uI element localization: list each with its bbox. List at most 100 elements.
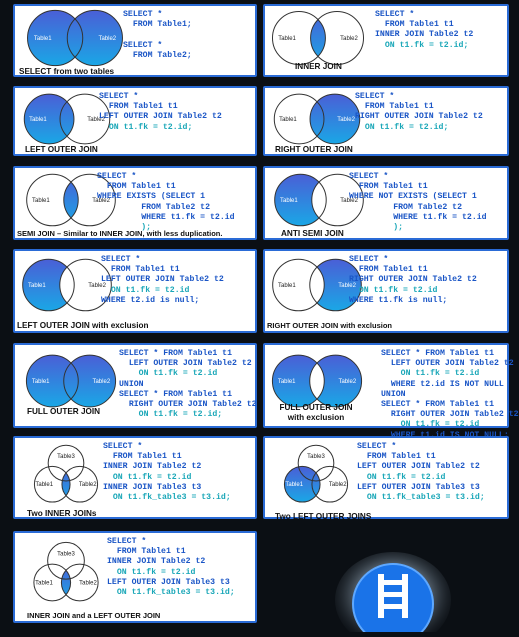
join-card-full-outer-join-exclusion: Table1 Table2 SELECT * FROM Table1 t1 LEFT… <box>263 343 519 440</box>
sql-code: SELECT * FROM Table1 t1 RIGHT OUTER JOIN … <box>355 92 483 133</box>
table2-circle <box>59 93 111 145</box>
venn-diagram: Table1 Table2 <box>23 93 111 145</box>
table3-circle <box>47 444 85 482</box>
sql-line: SELECT * <box>107 537 147 546</box>
join-title: FULL OUTER JOIN <box>27 407 101 416</box>
sql-line: SELECT * <box>355 92 395 101</box>
table2-circle <box>311 465 349 503</box>
venn-container: Table1 Table2 Table3 <box>273 442 359 513</box>
left-set-region <box>274 174 327 226</box>
sql-line: LEFT OUTER JOIN Table3 t3 <box>107 577 230 587</box>
table2-circle <box>66 9 123 67</box>
table2-circle <box>309 258 362 312</box>
sql-line: SELECT * <box>349 172 389 181</box>
sql-line: FROM Table1 t1 <box>97 182 176 192</box>
table1-circle <box>271 11 326 65</box>
sql-line: ON t1.fk = t2.id <box>101 285 190 295</box>
sql-line: SELECT * <box>97 172 137 181</box>
join-title: INNER JOIN <box>295 62 342 71</box>
join-card-semi-join: Table1 Table2 SELECT * FROM Table1 t1 WHERE… <box>13 166 257 240</box>
left-set-region <box>27 10 83 66</box>
venn-diagram: Table1 Table2 Table3 <box>283 444 349 503</box>
left-set-region <box>24 94 74 144</box>
table2-circle <box>61 465 99 503</box>
join-title: RIGHT OUTER JOIN <box>275 145 353 154</box>
join-title: INNER JOIN and a LEFT OUTER JOIN <box>27 611 161 620</box>
join-card-full-outer-join: Table1 Table2 SELECT * FROM Table1 t1 LEFT… <box>13 343 257 428</box>
sql-code: SELECT * FROM Table1 t1 WHERE EXISTS (SEL… <box>97 172 235 233</box>
venn-diagram: Table1 Table2 <box>27 9 123 67</box>
table2-label: Table2 <box>337 117 355 123</box>
table1-circle <box>33 465 71 503</box>
sql-line: LEFT OUTER JOIN Table3 t3 <box>357 482 480 492</box>
table1-circle <box>272 258 325 312</box>
sql-line: UNION <box>119 379 144 389</box>
venn-diagram: Table1 Table2 <box>271 354 363 408</box>
venn-container: Table1 Table2 <box>269 92 365 151</box>
table2-circle <box>59 258 112 312</box>
table1-circle <box>33 563 72 602</box>
sql-line: ON t1.fk_table3 = t3.id; <box>103 493 231 503</box>
table2-label: Table2 <box>338 283 356 289</box>
sql-line: SELECT * FROM Table1 t1 <box>119 389 233 399</box>
sql-code: SELECT * FROM Table1 t1 LEFT OUTER JOIN … <box>381 349 519 441</box>
table1-label: Table1 <box>285 482 303 488</box>
sql-line: FROM Table2; <box>123 50 192 60</box>
sql-line: FROM Table2 t2 <box>349 202 463 212</box>
table2-circle <box>63 354 117 408</box>
sql-line: ON t1.fk_table3 = t3.id; <box>107 588 235 598</box>
sql-line: FROM Table2 t2 <box>97 202 211 212</box>
sql-line: UNION <box>381 389 406 399</box>
sql-line: SELECT * <box>123 40 163 50</box>
sql-line: LEFT OUTER JOIN Table2 t2 <box>381 359 514 369</box>
sql-code: SELECT * FROM Table1; SELECT * FROM Tabl… <box>123 10 192 61</box>
sql-line: ON t1.fk = t2.id <box>107 567 196 577</box>
table2-circle <box>63 173 116 227</box>
sql-line: LEFT OUTER JOIN Table2 t2 <box>119 359 252 369</box>
sql-line: SELECT * <box>123 10 163 19</box>
sql-line: FROM Table1 t1 <box>349 182 428 192</box>
venn-container: Table1 Table2 Table3 <box>23 442 109 513</box>
sql-line: FROM Table1 t1 <box>375 20 454 30</box>
venn-container: Table1 Table2 <box>19 92 115 151</box>
venn-diagram: Table1 Table2 <box>25 354 117 408</box>
table1-circle <box>23 93 75 145</box>
table2-label: Table2 <box>88 283 106 289</box>
table2-label: Table2 <box>87 117 105 123</box>
sql-line: WHERE EXISTS (SELECT 1 <box>97 192 206 202</box>
join-title: LEFT OUTER JOIN <box>25 145 98 154</box>
table2-label: Table2 <box>79 482 97 488</box>
sql-line: WHERE t1.fk = t2.id <box>349 212 487 222</box>
sql-line: FROM Table1 t1 <box>103 452 182 462</box>
sql-line: INNER JOIN Table2 t2 <box>103 462 202 472</box>
sql-line: LEFT OUTER JOIN Table2 t2 <box>357 462 480 472</box>
database-app-icon <box>334 540 452 637</box>
table1-label: Table1 <box>278 283 296 289</box>
sql-line: ON t1.fk = t2.id <box>103 472 192 482</box>
table1-label: Table1 <box>279 117 297 123</box>
sql-line: FROM Table1 t1 <box>107 547 186 557</box>
join-title: Two LEFT OUTER JOINS <box>275 512 372 521</box>
sql-line: ON t1.fk = t2.id <box>381 369 480 379</box>
sql-line <box>123 30 192 40</box>
join-card-left-outer-join-exclusion: Table1 Table2 SELECT * FROM Table1 t1 LEFT … <box>13 249 257 333</box>
sql-code: SELECT * FROM Table1 t1 LEFT OUTER JOIN … <box>119 349 257 420</box>
sql-line: SELECT * FROM Table1 t1 <box>381 349 495 358</box>
sql-line: RIGHT OUTER JOIN Table2 t2 <box>355 112 483 122</box>
right-set-region <box>309 355 362 407</box>
join-title: Two INNER JOINs <box>27 509 97 518</box>
sql-line: ); <box>97 223 152 233</box>
sql-line: WHERE NOT EXISTS (SELECT 1 <box>349 192 477 202</box>
venn-diagram: Table1 Table2 <box>271 11 365 65</box>
venn-diagram: Table1 Table2 <box>272 258 362 312</box>
venn-container: Table1 Table2 <box>269 257 365 318</box>
table2-circle <box>310 11 365 65</box>
join-title: SELECT from two tables <box>19 67 115 76</box>
left-set-region <box>272 355 325 407</box>
sql-code: SELECT * FROM Table1 t1 WHERE NOT EXISTS … <box>349 172 487 233</box>
left-set-region <box>284 466 321 503</box>
sql-line: ON t1.fk = t2.id; <box>355 122 449 132</box>
sql-line: ON t1.fk = t2.id <box>381 420 480 430</box>
sql-code: SELECT * FROM Table1 t1 LEFT OUTER JOIN T… <box>101 255 224 306</box>
venn-container: Table1 Table2 <box>23 172 119 233</box>
